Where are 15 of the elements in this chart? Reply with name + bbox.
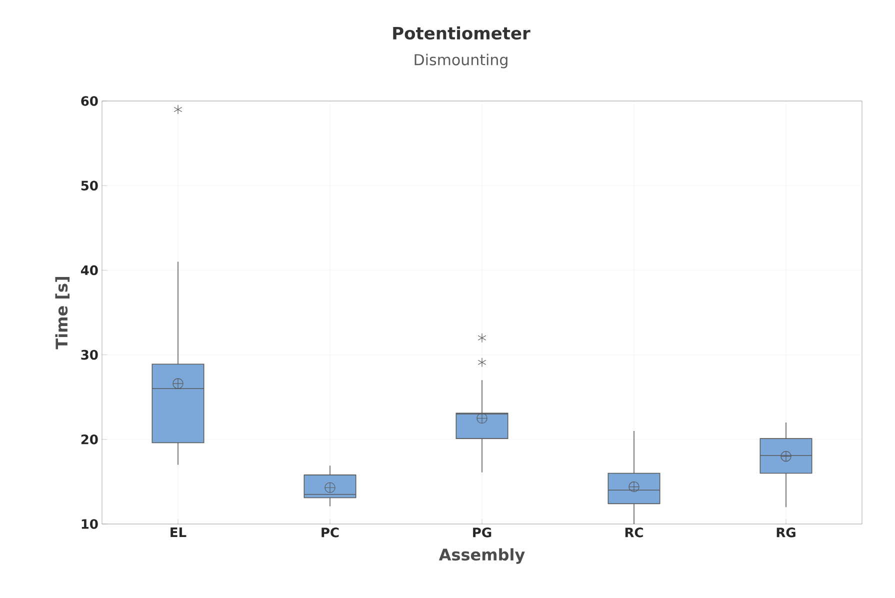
chart-title: Potentiometer xyxy=(393,26,530,40)
y-tick-label: 40 xyxy=(80,265,98,276)
x-tick-label: RC xyxy=(625,528,643,538)
x-tick-label: PG xyxy=(473,528,492,538)
x-tick-label: PC xyxy=(322,528,339,538)
x-axis-title: Assembly xyxy=(438,548,525,564)
y-tick-label: 60 xyxy=(81,96,98,106)
x-tick-label: EL xyxy=(170,528,186,538)
y-tick-label: 50 xyxy=(81,180,98,191)
chart-subtitle: Dismounting xyxy=(414,54,508,68)
y-tick-label: 10 xyxy=(82,519,98,529)
y-axis-title: Time [s] xyxy=(55,277,70,350)
y-tick-label: 20 xyxy=(81,434,98,444)
x-tick-label: RG xyxy=(776,528,796,538)
y-tick-label: 30 xyxy=(81,350,98,360)
